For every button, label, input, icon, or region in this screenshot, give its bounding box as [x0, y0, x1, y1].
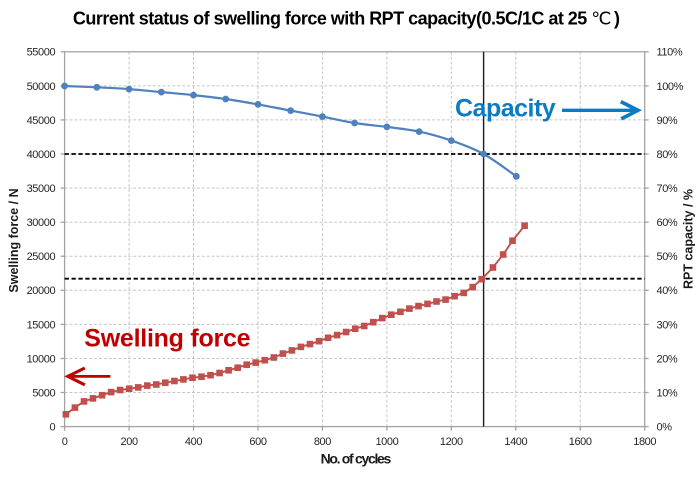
svg-text:50000: 50000: [27, 81, 56, 93]
svg-text:1800: 1800: [633, 436, 656, 448]
svg-text:40000: 40000: [27, 149, 56, 161]
svg-text:20%: 20%: [657, 353, 678, 365]
svg-text:5000: 5000: [32, 387, 55, 399]
svg-text:70%: 70%: [657, 183, 678, 195]
svg-text:Swelling force / N: Swelling force / N: [7, 188, 21, 292]
svg-text:RPT capacity / %: RPT capacity / %: [681, 189, 695, 289]
svg-text:1000: 1000: [375, 436, 398, 448]
svg-text:10000: 10000: [27, 353, 56, 365]
svg-text:400: 400: [185, 436, 202, 448]
svg-text:1200: 1200: [440, 436, 463, 448]
svg-text:60%: 60%: [657, 217, 678, 229]
svg-text:15000: 15000: [27, 319, 56, 331]
svg-text:1600: 1600: [569, 436, 592, 448]
svg-text:90%: 90%: [657, 115, 678, 127]
svg-text:10%: 10%: [657, 387, 678, 399]
svg-text:600: 600: [249, 436, 266, 448]
svg-text:100%: 100%: [657, 81, 684, 93]
svg-text:No. of cycles: No. of cycles: [321, 451, 392, 467]
svg-text:0: 0: [49, 422, 55, 434]
svg-text:Capacity: Capacity: [455, 95, 556, 123]
svg-text:800: 800: [314, 436, 331, 448]
svg-text:80%: 80%: [657, 149, 678, 161]
svg-text:45000: 45000: [27, 115, 56, 127]
svg-text:55000: 55000: [27, 47, 56, 59]
svg-text:0: 0: [62, 436, 68, 448]
svg-text:40%: 40%: [657, 285, 678, 297]
svg-text:Current status of swelling for: Current status of swelling force with RP…: [73, 9, 620, 29]
svg-text:30000: 30000: [27, 217, 56, 229]
svg-text:Swelling force: Swelling force: [84, 325, 250, 353]
svg-text:50%: 50%: [657, 251, 678, 263]
svg-text:25000: 25000: [27, 251, 56, 263]
svg-text:30%: 30%: [657, 319, 678, 331]
svg-text:110%: 110%: [657, 47, 683, 59]
svg-text:20000: 20000: [27, 285, 56, 297]
svg-text:200: 200: [121, 436, 138, 448]
svg-text:1400: 1400: [504, 436, 527, 448]
svg-text:35000: 35000: [27, 183, 56, 195]
svg-text:0%: 0%: [657, 422, 673, 434]
